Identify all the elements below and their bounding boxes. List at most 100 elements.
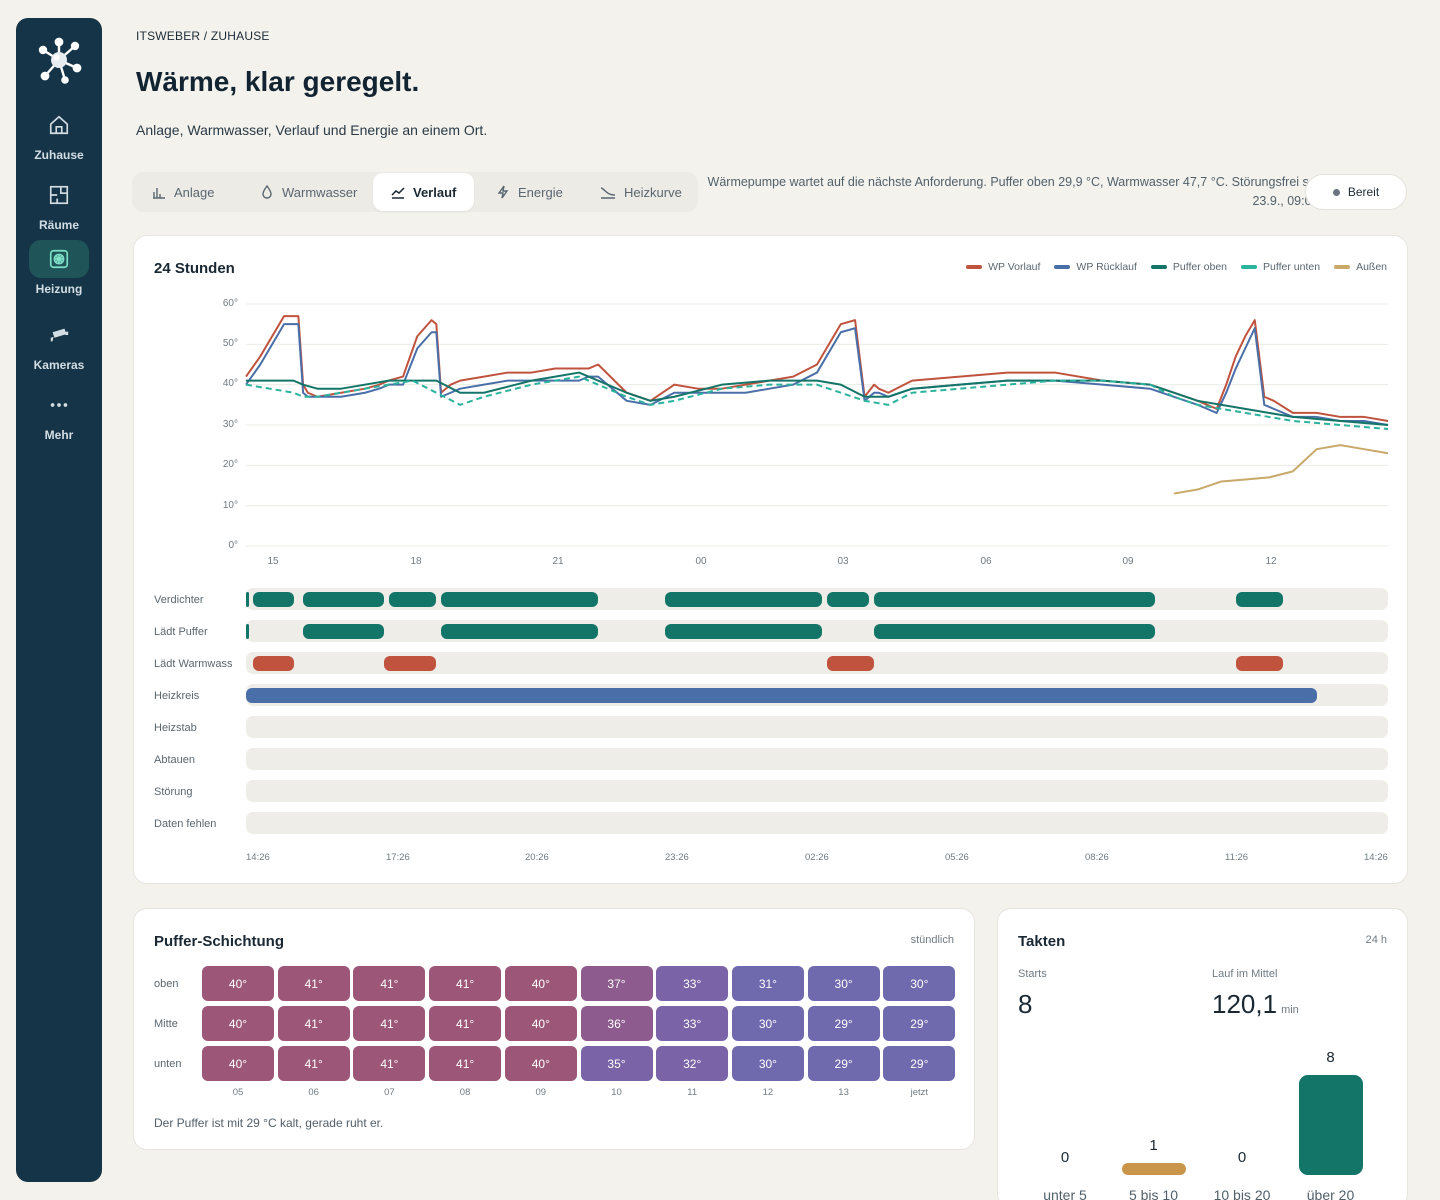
lane-segment[interactable] — [874, 624, 1155, 639]
legend-item[interactable]: WP Vorlauf — [966, 261, 1040, 273]
series-line-au-en[interactable] — [1173, 444, 1389, 495]
lane-segment[interactable] — [246, 688, 1317, 703]
temperature-cell[interactable]: 29° — [807, 1006, 880, 1041]
logo-icon[interactable] — [35, 36, 83, 84]
temperature-cell[interactable]: 35° — [580, 1046, 653, 1081]
lane-laedt-puffer[interactable] — [246, 620, 1388, 642]
lane-stoerung[interactable] — [246, 780, 1388, 802]
y-tick: 30° — [222, 419, 238, 430]
legend-item[interactable]: Außen — [1334, 261, 1387, 273]
lane-segment[interactable] — [441, 624, 599, 639]
legend-label: WP Vorlauf — [988, 261, 1041, 273]
nav-item-raeume[interactable]: Räume — [16, 176, 102, 232]
legend-swatch — [966, 265, 983, 270]
run-value: 120,1 min — [1212, 989, 1299, 1020]
breadcrumb[interactable]: ITSWEBER / ZUHAUSE — [136, 29, 270, 43]
nav-item-mehr[interactable]: Mehr — [16, 386, 102, 442]
legend-swatch — [1054, 265, 1071, 270]
column-label: 08 — [459, 1087, 471, 1098]
tab-anlage[interactable]: Anlage — [134, 173, 232, 211]
line-chart[interactable] — [134, 236, 1409, 576]
temperature-cell[interactable]: 41° — [429, 966, 502, 1001]
temperature-cell[interactable]: 41° — [353, 966, 426, 1001]
lane-segment[interactable] — [246, 592, 249, 607]
series-line-puffer-oben[interactable] — [246, 371, 1389, 426]
tab-energie[interactable]: Energie — [478, 173, 581, 211]
lane-daten-fehlen[interactable] — [246, 812, 1388, 834]
lane-segment[interactable] — [253, 592, 294, 607]
temperature-cell[interactable]: 30° — [731, 1046, 804, 1081]
histogram-bar[interactable] — [1298, 1075, 1363, 1175]
temperature-cell[interactable]: 41° — [277, 1006, 350, 1041]
column-label: 11 — [687, 1087, 698, 1098]
temperature-cell[interactable]: 29° — [807, 1046, 880, 1081]
nav-item-kameras[interactable]: Kameras — [16, 316, 102, 372]
temperature-cell[interactable]: 40° — [504, 1006, 577, 1041]
lane-segment[interactable] — [383, 656, 437, 671]
lane-segment[interactable] — [303, 624, 384, 639]
column-label: jetzt — [910, 1087, 929, 1098]
lane-heizstab[interactable] — [246, 716, 1388, 738]
lane-segment[interactable] — [664, 624, 822, 639]
lane-segment[interactable] — [253, 656, 294, 671]
lane-segment[interactable] — [1235, 592, 1284, 607]
temperature-cell[interactable]: 32° — [656, 1046, 729, 1081]
series-line-wp-r-cklauf[interactable] — [245, 323, 1389, 426]
lane-segment[interactable] — [1235, 656, 1284, 671]
lane-segment[interactable] — [388, 592, 437, 607]
lane-segment[interactable] — [441, 592, 599, 607]
tab-warmwasser[interactable]: Warmwasser — [242, 173, 375, 211]
lane-verdichter[interactable] — [246, 588, 1388, 610]
temperature-cell[interactable]: 40° — [202, 966, 274, 1001]
tab-label: Verlauf — [413, 184, 457, 200]
temperature-cell[interactable]: 41° — [429, 1046, 502, 1081]
temperature-cell[interactable]: 41° — [353, 1006, 426, 1041]
legend-label: WP Rücklauf — [1076, 261, 1137, 273]
temperature-cell[interactable]: 40° — [504, 966, 577, 1001]
legend-item[interactable]: Puffer oben — [1150, 261, 1227, 273]
lane-abtauen[interactable] — [246, 748, 1388, 770]
temperature-cell[interactable]: 41° — [277, 966, 350, 1001]
temperature-cell[interactable]: 30° — [731, 1006, 804, 1041]
temperature-cell[interactable]: 33° — [656, 966, 729, 1001]
lane-segment[interactable] — [303, 592, 384, 607]
temperature-cell[interactable]: 41° — [429, 1006, 502, 1041]
lane-segment[interactable] — [826, 592, 870, 607]
temperature-cell[interactable]: 30° — [883, 966, 956, 1001]
legend-swatch — [1334, 265, 1351, 270]
lane-heizkreis[interactable] — [246, 684, 1388, 706]
temperature-cell[interactable]: 29° — [883, 1006, 956, 1041]
series-line-puffer-unten[interactable] — [245, 375, 1389, 431]
nav-item-heizung[interactable]: Heizung — [16, 240, 102, 296]
lane-segment[interactable] — [874, 592, 1155, 607]
tab-label: Heizkurve — [624, 184, 682, 200]
temperature-cell[interactable]: 37° — [580, 966, 653, 1001]
temperature-cell[interactable]: 40° — [504, 1046, 577, 1081]
nav-item-zuhause[interactable]: Zuhause — [16, 106, 102, 162]
series-line-wp-vorlauf[interactable] — [245, 315, 1389, 422]
temperature-cell[interactable]: 41° — [353, 1046, 426, 1081]
temperature-cell[interactable]: 36° — [580, 1006, 653, 1041]
lane-segment[interactable] — [664, 592, 822, 607]
legend-item[interactable]: Puffer unten — [1241, 261, 1320, 273]
temperature-cell[interactable]: 40° — [202, 1046, 274, 1081]
temperature-cell[interactable]: 31° — [731, 966, 804, 1001]
temperature-cell[interactable]: 41° — [277, 1046, 350, 1081]
legend-item[interactable]: WP Rücklauf — [1054, 261, 1137, 273]
column-label: 09 — [535, 1087, 547, 1098]
lane-segment[interactable] — [826, 656, 875, 671]
histogram-bar[interactable] — [1121, 1162, 1186, 1175]
temperature-cell[interactable]: 30° — [807, 966, 880, 1001]
lane-laedt-warmwasser[interactable] — [246, 652, 1388, 674]
starts-value: 8 — [1018, 989, 1033, 1019]
history-title: 24 Stunden — [154, 260, 235, 277]
status-badge[interactable]: Bereit — [1305, 174, 1407, 210]
tab-verlauf[interactable]: Verlauf — [373, 173, 475, 211]
tab-heizkurve[interactable]: Heizkurve — [582, 173, 700, 211]
lane-segment[interactable] — [246, 624, 249, 639]
drop-icon — [262, 185, 272, 199]
temperature-cell[interactable]: 29° — [883, 1046, 956, 1081]
column-label: 12 — [762, 1087, 774, 1098]
temperature-cell[interactable]: 40° — [202, 1006, 274, 1041]
temperature-cell[interactable]: 33° — [656, 1006, 729, 1041]
